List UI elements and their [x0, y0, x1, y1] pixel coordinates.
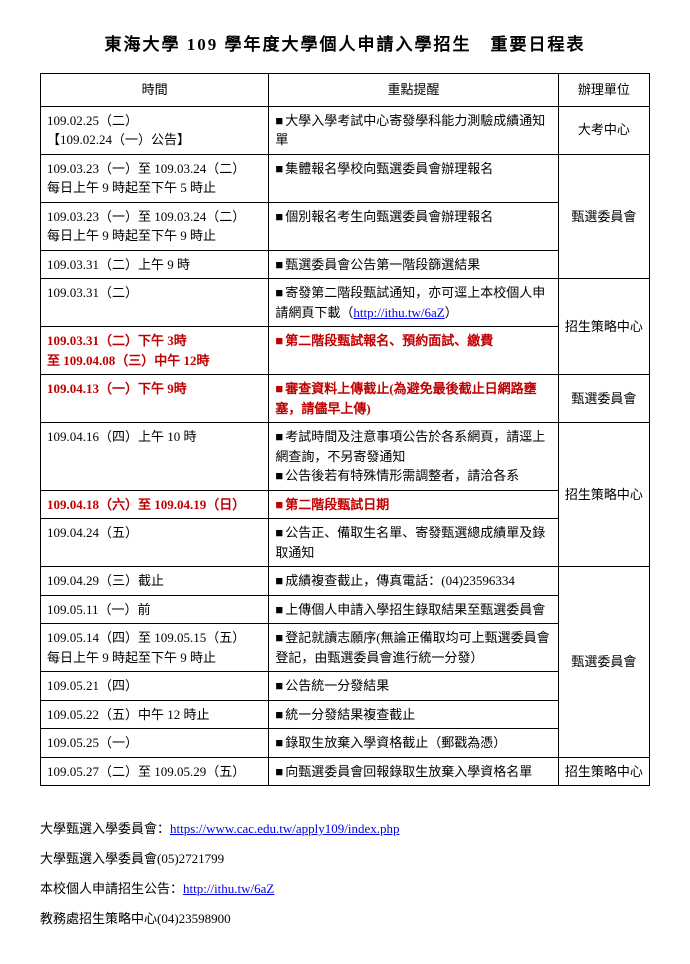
- note-cell: 第二階段甄試日期: [269, 490, 558, 519]
- time-cell: 109.03.31（二）: [41, 279, 269, 327]
- time-cell: 109.04.13（一）下午 9時: [41, 375, 269, 423]
- unit-cell: 招生策略中心: [558, 423, 649, 567]
- note-cell: 公告統一分發結果: [269, 672, 558, 701]
- note-cell: 公告正、備取生名單、寄發甄選總成績單及錄取通知: [269, 519, 558, 567]
- header-time: 時間: [41, 74, 269, 107]
- note-cell: 審查資料上傳截止(為避免最後截止日網路壅塞，請儘早上傳): [269, 375, 558, 423]
- footer-line-2: 大學甄選入學委員會(05)2721799: [40, 844, 650, 874]
- unit-cell: 甄選委員會: [558, 154, 649, 279]
- time-cell: 109.03.31（二）上午 9 時: [41, 250, 269, 279]
- note-cell: 甄選委員會公告第一階段篩選結果: [269, 250, 558, 279]
- time-cell: 109.05.22（五）中午 12 時止: [41, 700, 269, 729]
- note-cell: 錄取生放棄入學資格截止（郵戳為憑）: [269, 729, 558, 758]
- unit-cell: 甄選委員會: [558, 375, 649, 423]
- note-cell: 上傳個人申請入學招生錄取結果至甄選委員會: [269, 595, 558, 624]
- note-cell: 寄發第二階段甄試通知，亦可逕上本校個人申請網頁下載（http://ithu.tw…: [269, 279, 558, 327]
- unit-cell: 大考中心: [558, 106, 649, 154]
- footer: 大學甄選入學委員會：https://www.cac.edu.tw/apply10…: [40, 814, 650, 934]
- unit-cell: 甄選委員會: [558, 567, 649, 758]
- note-cell: 考試時間及注意事項公告於各系網頁，請逕上網查詢，不另寄發通知公告後若有特殊情形需…: [269, 423, 558, 491]
- school-link[interactable]: http://ithu.tw/6aZ: [183, 881, 274, 896]
- table-row: 109.04.16（四）上午 10 時考試時間及注意事項公告於各系網頁，請逕上網…: [41, 423, 650, 491]
- note-cell: 向甄選委員會回報錄取生放棄入學資格名單: [269, 757, 558, 786]
- table-row: 109.05.27（二）至 109.05.29（五）向甄選委員會回報錄取生放棄入…: [41, 757, 650, 786]
- table-row: 109.04.29（三）截止成績複查截止，傳真電話：(04)23596334甄選…: [41, 567, 650, 596]
- time-cell: 109.05.11（一）前: [41, 595, 269, 624]
- table-row: 109.03.23（一）至 109.03.24（二）每日上午 9 時起至下午 5…: [41, 154, 650, 202]
- unit-cell: 招生策略中心: [558, 757, 649, 786]
- note-cell: 第二階段甄試報名、預約面試、繳費: [269, 327, 558, 375]
- time-cell: 109.03.31（二）下午 3時至 109.04.08（三）中午 12時: [41, 327, 269, 375]
- time-cell: 109.02.25（二）【109.02.24（一）公告】: [41, 106, 269, 154]
- time-cell: 109.05.21（四）: [41, 672, 269, 701]
- table-row: 109.02.25（二）【109.02.24（一）公告】大學入學考試中心寄發學科…: [41, 106, 650, 154]
- unit-cell: 招生策略中心: [558, 279, 649, 375]
- note-cell: 大學入學考試中心寄發學科能力測驗成績通知單: [269, 106, 558, 154]
- note-cell: 成績複查截止，傳真電話：(04)23596334: [269, 567, 558, 596]
- note-cell: 個別報名考生向甄選委員會辦理報名: [269, 202, 558, 250]
- time-cell: 109.04.18（六）至 109.04.19（日）: [41, 490, 269, 519]
- time-cell: 109.05.14（四）至 109.05.15（五）每日上午 9 時起至下午 9…: [41, 624, 269, 672]
- header-unit: 辦理單位: [558, 74, 649, 107]
- footer-line-3: 本校個人申請招生公告：http://ithu.tw/6aZ: [40, 874, 650, 904]
- time-cell: 109.04.29（三）截止: [41, 567, 269, 596]
- page-title: 東海大學 109 學年度大學個人申請入學招生 重要日程表: [40, 30, 650, 55]
- note-cell: 集體報名學校向甄選委員會辦理報名: [269, 154, 558, 202]
- time-cell: 109.03.23（一）至 109.03.24（二）每日上午 9 時起至下午 9…: [41, 202, 269, 250]
- footer-line-1: 大學甄選入學委員會：https://www.cac.edu.tw/apply10…: [40, 814, 650, 844]
- time-cell: 109.04.24（五）: [41, 519, 269, 567]
- time-cell: 109.04.16（四）上午 10 時: [41, 423, 269, 491]
- cac-link[interactable]: https://www.cac.edu.tw/apply109/index.ph…: [170, 821, 400, 836]
- note-cell: 登記就讀志願序(無論正備取均可上甄選委員會登記，由甄選委員會進行統一分發）: [269, 624, 558, 672]
- note-cell: 統一分發結果複查截止: [269, 700, 558, 729]
- time-cell: 109.03.23（一）至 109.03.24（二）每日上午 9 時起至下午 5…: [41, 154, 269, 202]
- time-cell: 109.05.27（二）至 109.05.29（五）: [41, 757, 269, 786]
- table-row: 109.04.13（一）下午 9時審查資料上傳截止(為避免最後截止日網路壅塞，請…: [41, 375, 650, 423]
- footer-line-4: 教務處招生策略中心(04)23598900: [40, 904, 650, 934]
- table-row: 109.03.31（二）寄發第二階段甄試通知，亦可逕上本校個人申請網頁下載（ht…: [41, 279, 650, 327]
- schedule-table: 時間 重點提醒 辦理單位 109.02.25（二）【109.02.24（一）公告…: [40, 73, 650, 786]
- header-note: 重點提醒: [269, 74, 558, 107]
- time-cell: 109.05.25（一）: [41, 729, 269, 758]
